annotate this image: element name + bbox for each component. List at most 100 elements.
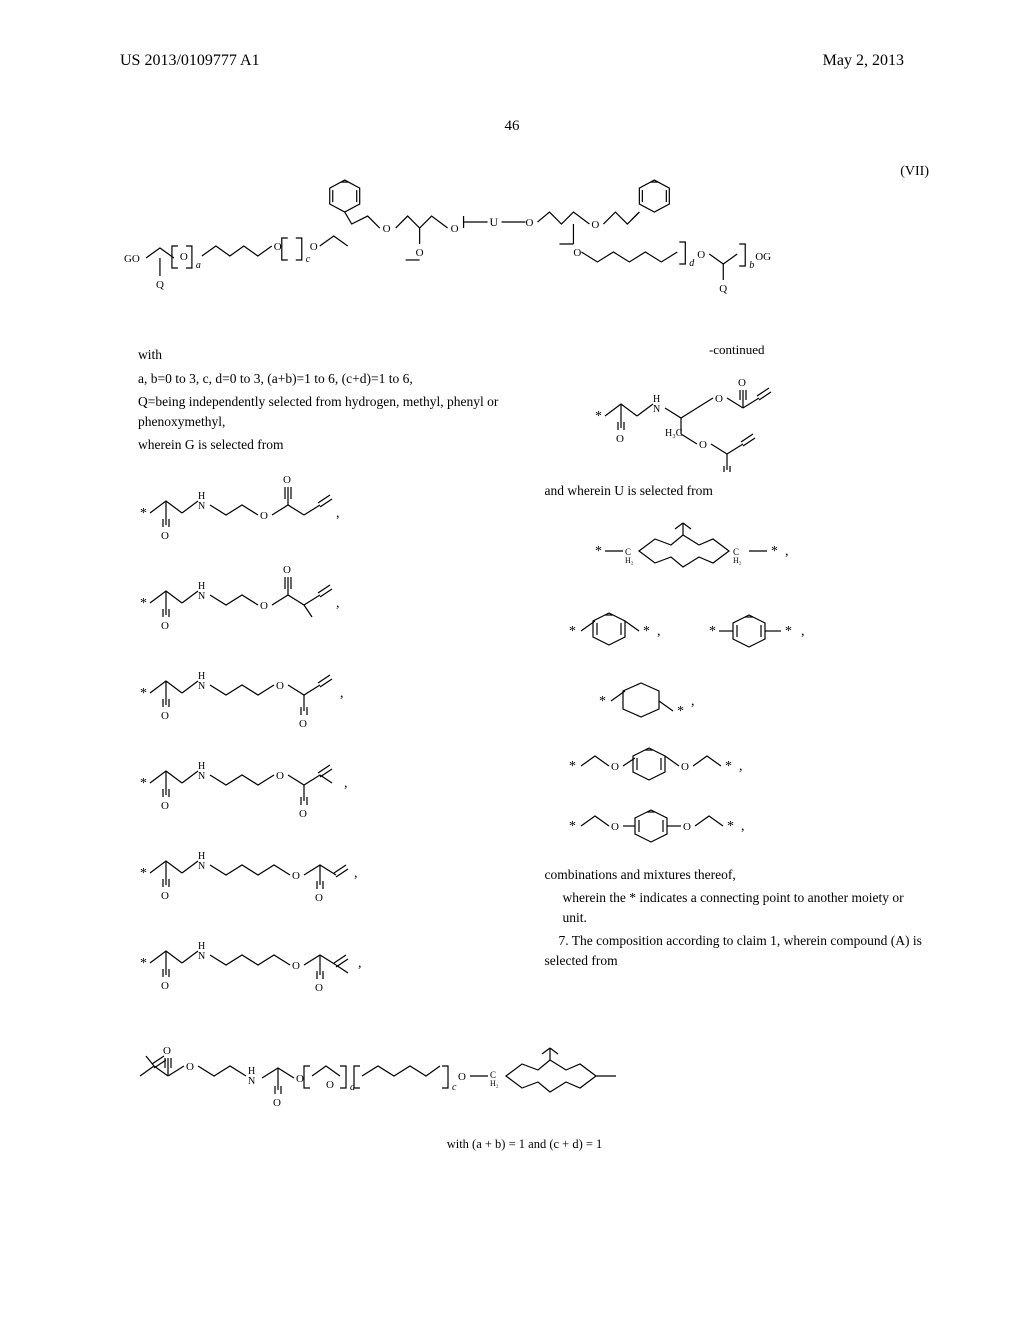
svg-text:*: *	[140, 776, 147, 791]
svg-text:O: O	[186, 1061, 194, 1073]
left-column: with a, b=0 to 3, c, d=0 to 3, (a+b)=1 t…	[120, 341, 505, 1004]
svg-text:O: O	[326, 1079, 334, 1091]
svg-text:*: *	[599, 694, 606, 709]
u-line: and wherein U is selected from	[545, 481, 930, 501]
svg-text:O: O	[161, 620, 169, 632]
svg-text:O: O	[163, 1045, 171, 1057]
svg-text:O: O	[616, 433, 624, 445]
svg-text:O: O	[591, 219, 599, 231]
doc-number: US 2013/0109777 A1	[120, 52, 260, 70]
svg-text:,: ,	[344, 776, 348, 791]
svg-text:*: *	[725, 759, 732, 774]
bottom-caption: with (a + b) = 1 and (c + d) = 1	[120, 1137, 929, 1152]
svg-text:H₂: H₂	[490, 1079, 499, 1088]
svg-text:O: O	[161, 710, 169, 722]
star-line: wherein the * indicates a connecting poi…	[563, 888, 930, 927]
svg-text:d: d	[689, 258, 695, 269]
svg-text:N: N	[198, 951, 205, 962]
svg-text:O: O	[416, 247, 424, 259]
svg-text:O: O	[161, 800, 169, 812]
svg-text:,: ,	[657, 624, 661, 639]
svg-text:*: *	[140, 686, 147, 701]
svg-text:O: O	[296, 1073, 304, 1085]
svg-text:Q: Q	[156, 279, 164, 291]
svg-text:Q: Q	[719, 283, 727, 295]
svg-text:,: ,	[358, 956, 362, 971]
svg-text:*: *	[140, 596, 147, 611]
g-continued-structure: * O HN H₃C O O O O	[545, 362, 885, 472]
svg-text:,: ,	[801, 624, 805, 639]
svg-text:O: O	[681, 761, 689, 773]
svg-text:*: *	[140, 866, 147, 881]
svg-text:O: O	[161, 530, 169, 542]
claim-7: 7. The composition according to claim 1,…	[545, 931, 930, 970]
svg-text:,: ,	[741, 819, 745, 834]
svg-text:*: *	[709, 624, 716, 639]
continued-label: -continued	[545, 341, 930, 360]
svg-text:*: *	[569, 819, 576, 834]
comb-line: combinations and mixtures thereof,	[545, 865, 930, 885]
svg-text:*: *	[595, 409, 602, 424]
svg-text:H₂: H₂	[625, 556, 634, 565]
svg-text:O: O	[611, 821, 619, 833]
right-column: -continued * O HN H₃C O O O	[545, 341, 930, 1004]
formula-roman-label: (VII)	[900, 164, 929, 180]
svg-text:*: *	[140, 506, 147, 521]
svg-text:O: O	[451, 223, 459, 235]
svg-text:O: O	[683, 821, 691, 833]
u-structures: * CH₂ CH₂ * , * *	[545, 505, 905, 855]
svg-text:O: O	[283, 474, 291, 486]
doc-date: May 2, 2013	[823, 52, 904, 70]
svg-text:O: O	[276, 770, 284, 782]
svg-text:O: O	[715, 393, 723, 405]
svg-text:O: O	[161, 980, 169, 992]
svg-text:,: ,	[785, 544, 789, 559]
svg-text:O: O	[292, 960, 300, 972]
g-line: wherein G is selected from	[138, 435, 505, 455]
svg-text:*: *	[785, 624, 792, 639]
svg-text:N: N	[198, 591, 205, 602]
svg-text:N: N	[248, 1076, 255, 1087]
svg-text:*: *	[643, 624, 650, 639]
svg-text:O: O	[276, 680, 284, 692]
svg-text:O: O	[274, 241, 282, 253]
svg-text:*: *	[569, 759, 576, 774]
svg-text:O: O	[573, 247, 581, 259]
svg-text:*: *	[569, 624, 576, 639]
svg-text:O: O	[299, 808, 307, 820]
svg-text:N: N	[198, 501, 205, 512]
svg-text:,: ,	[691, 694, 695, 709]
svg-text:N: N	[653, 404, 660, 415]
svg-text:O: O	[525, 217, 533, 229]
svg-text:*: *	[595, 544, 602, 559]
cond-line: a, b=0 to 3, c, d=0 to 3, (a+b)=1 to 6, …	[138, 369, 505, 389]
svg-text:O: O	[611, 761, 619, 773]
svg-text:*: *	[140, 956, 147, 971]
g-structures: * O HN O O , *	[120, 459, 460, 999]
svg-text:O: O	[315, 892, 323, 904]
svg-text:O: O	[292, 870, 300, 882]
svg-text:U: U	[490, 215, 499, 229]
svg-text:c: c	[452, 1082, 457, 1093]
svg-text:,: ,	[354, 866, 358, 881]
page-number: 46	[0, 118, 1024, 135]
svg-text:*: *	[677, 704, 684, 719]
svg-text:O: O	[310, 241, 318, 253]
svg-text:*: *	[727, 819, 734, 834]
svg-text:O: O	[273, 1097, 281, 1109]
svg-text:O: O	[180, 251, 188, 263]
svg-text:N: N	[198, 771, 205, 782]
claim7-formula-structure: O O HN O O a O c O CH₂	[120, 1016, 930, 1126]
q-line: Q=being independently selected from hydr…	[138, 392, 505, 431]
svg-text:O: O	[738, 377, 746, 389]
svg-text:GO: GO	[124, 253, 140, 265]
svg-text:O: O	[161, 890, 169, 902]
svg-text:O: O	[260, 510, 268, 522]
svg-text:H₂: H₂	[733, 556, 742, 565]
svg-text:OG: OG	[755, 251, 771, 263]
svg-text:O: O	[458, 1071, 466, 1083]
svg-text:,: ,	[340, 686, 344, 701]
svg-text:O: O	[697, 249, 705, 261]
svg-text:O: O	[299, 718, 307, 730]
svg-text:a: a	[196, 260, 201, 271]
